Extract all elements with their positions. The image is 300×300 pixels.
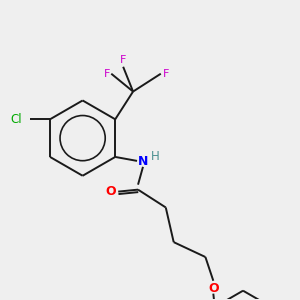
Text: N: N [138,155,148,168]
Text: O: O [105,185,116,198]
Text: Cl: Cl [11,113,22,126]
Text: F: F [120,55,126,65]
Text: O: O [208,282,219,295]
Text: F: F [104,69,110,79]
Text: H: H [151,150,159,164]
Text: F: F [163,69,169,79]
